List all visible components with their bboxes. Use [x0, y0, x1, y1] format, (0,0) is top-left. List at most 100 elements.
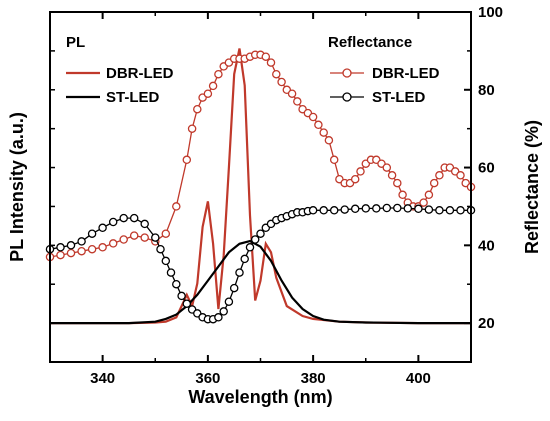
reflectance-st-point [161, 256, 171, 266]
reflectance-st-point [372, 204, 381, 213]
reflectance-dbr-point [350, 174, 360, 184]
reflectance-dbr-point [456, 171, 465, 180]
reflectance-dbr-point [308, 112, 318, 122]
reflectance-st-point [382, 203, 392, 213]
reflectance-dbr-point [129, 231, 139, 240]
y-right-tick-label: 100 [478, 4, 503, 21]
y-axis-left-title: PL Intensity (a.u.) [7, 112, 27, 262]
x-tick-label: 340 [90, 370, 115, 387]
reflectance-dbr-point [382, 163, 392, 172]
reflectance-dbr-point [398, 190, 407, 200]
reflectance-dbr-point [272, 69, 281, 79]
reflectance-st-point [319, 206, 328, 215]
legend-reflectance-entry-dbr: DBR-LED [372, 65, 440, 82]
reflectance-st-point [445, 206, 455, 215]
reflectance-st-point [87, 229, 97, 238]
tick-layer: 340 360 380 400 20 40 60 80 100 [49, 4, 503, 387]
reflectance-st-point [119, 213, 128, 223]
reflectance-dbr-point [329, 155, 339, 165]
reflectance-st-point [435, 206, 444, 215]
reflectance-st-point [98, 223, 107, 233]
reflectance-st-point [424, 205, 434, 214]
legend-pl-entry-dbr: DBR-LED [106, 65, 174, 82]
reflectance-st-point [108, 217, 118, 227]
pl-dbr-line [50, 48, 471, 325]
x-tick-label: 360 [195, 370, 220, 387]
reflectance-st-point [245, 243, 255, 252]
reflectance-st-point [224, 297, 234, 306]
reflectance-dbr-point [266, 58, 276, 67]
reflectance-dbr-line [49, 54, 472, 258]
reflectance-dbr-point [119, 235, 128, 244]
reflectance-dbr-point [314, 120, 323, 130]
reflectance-st-point [166, 268, 176, 277]
y-right-tick-label: 40 [478, 237, 495, 254]
reflectance-st-point [156, 244, 165, 254]
reflectance-dbr-point [261, 52, 271, 61]
reflectance-dbr-point [172, 202, 181, 211]
reflectance-dbr-point [193, 104, 202, 114]
reflectance-st-point [77, 237, 86, 246]
reflectance-st-point [256, 229, 265, 238]
reflectance-dbr-point [208, 81, 218, 91]
legend-reflectance: Reflectance DBR-LED ST-LED [328, 34, 440, 106]
reflectance-st-point [414, 204, 423, 214]
reflectance-dbr-point [140, 233, 149, 242]
reflectance-st-point [214, 313, 223, 322]
reflectance-dbr-point [424, 190, 434, 200]
reflectance-dbr-point [66, 248, 76, 258]
series-layer [45, 48, 476, 325]
reflectance-st-point [129, 213, 139, 223]
reflectance-st-point [151, 233, 160, 242]
reflectance-dbr-point [387, 171, 397, 180]
reflectance-dbr-point [429, 178, 439, 188]
reflectance-st-point [456, 206, 465, 215]
reflectance-dbr-point [161, 229, 171, 238]
legend-reflectance-marker-dbr [342, 68, 352, 78]
reflectance-st-point [182, 299, 192, 308]
reflectance-dbr-point [87, 244, 97, 254]
reflectance-st-point [66, 241, 76, 250]
reflectance-dbr-point [98, 243, 107, 252]
reflectance-dbr-point [419, 198, 428, 207]
reflectance-dbr-point [293, 97, 302, 106]
legend-reflectance-title: Reflectance [328, 34, 412, 51]
reflectance-st-point [308, 206, 318, 215]
reflectance-dbr-point [56, 250, 65, 260]
legend-reflectance-marker-st [342, 92, 352, 102]
reflectance-st-point [329, 206, 339, 215]
y-right-tick-label: 20 [478, 315, 495, 332]
y-right-tick-label: 80 [478, 82, 495, 99]
reflectance-dbr-point [182, 155, 192, 165]
reflectance-dbr-point [203, 89, 213, 98]
reflectance-st-point [250, 235, 260, 244]
reflectance-dbr-point [214, 69, 223, 79]
reflectance-st-point [340, 205, 349, 214]
legend-pl-entry-st: ST-LED [106, 89, 160, 106]
pl-st-line [50, 239, 471, 325]
reflectance-st-point [403, 204, 413, 213]
reflectance-st-point [177, 291, 186, 301]
reflectance-dbr-point [324, 136, 334, 145]
reflectance-st-point [240, 254, 249, 264]
legend-reflectance-entry-st: ST-LED [372, 89, 426, 106]
reflectance-dbr-point [277, 77, 286, 87]
reflectance-dbr-point [356, 167, 365, 176]
legend-pl-title: PL [66, 34, 85, 51]
reflectance-st-point [56, 243, 65, 252]
reflectance-st-point [393, 203, 402, 213]
reflectance-st-point [140, 219, 149, 229]
reflectance-st-point [235, 268, 244, 277]
legend-pl: PL DBR-LED ST-LED [66, 34, 174, 106]
reflectance-dbr-point [108, 239, 118, 248]
reflectance-st-point [350, 204, 360, 214]
reflectance-dbr-point [77, 246, 86, 256]
reflectance-st-point [361, 204, 371, 213]
x-tick-label: 380 [301, 370, 326, 387]
reflectance-st-point [172, 279, 181, 289]
y-axis-right-title: Reflectance (%) [522, 120, 542, 254]
reflectance-dbr-point [393, 178, 402, 188]
reflectance-st-point [229, 283, 239, 293]
x-axis-title: Wavelength (nm) [188, 387, 332, 407]
